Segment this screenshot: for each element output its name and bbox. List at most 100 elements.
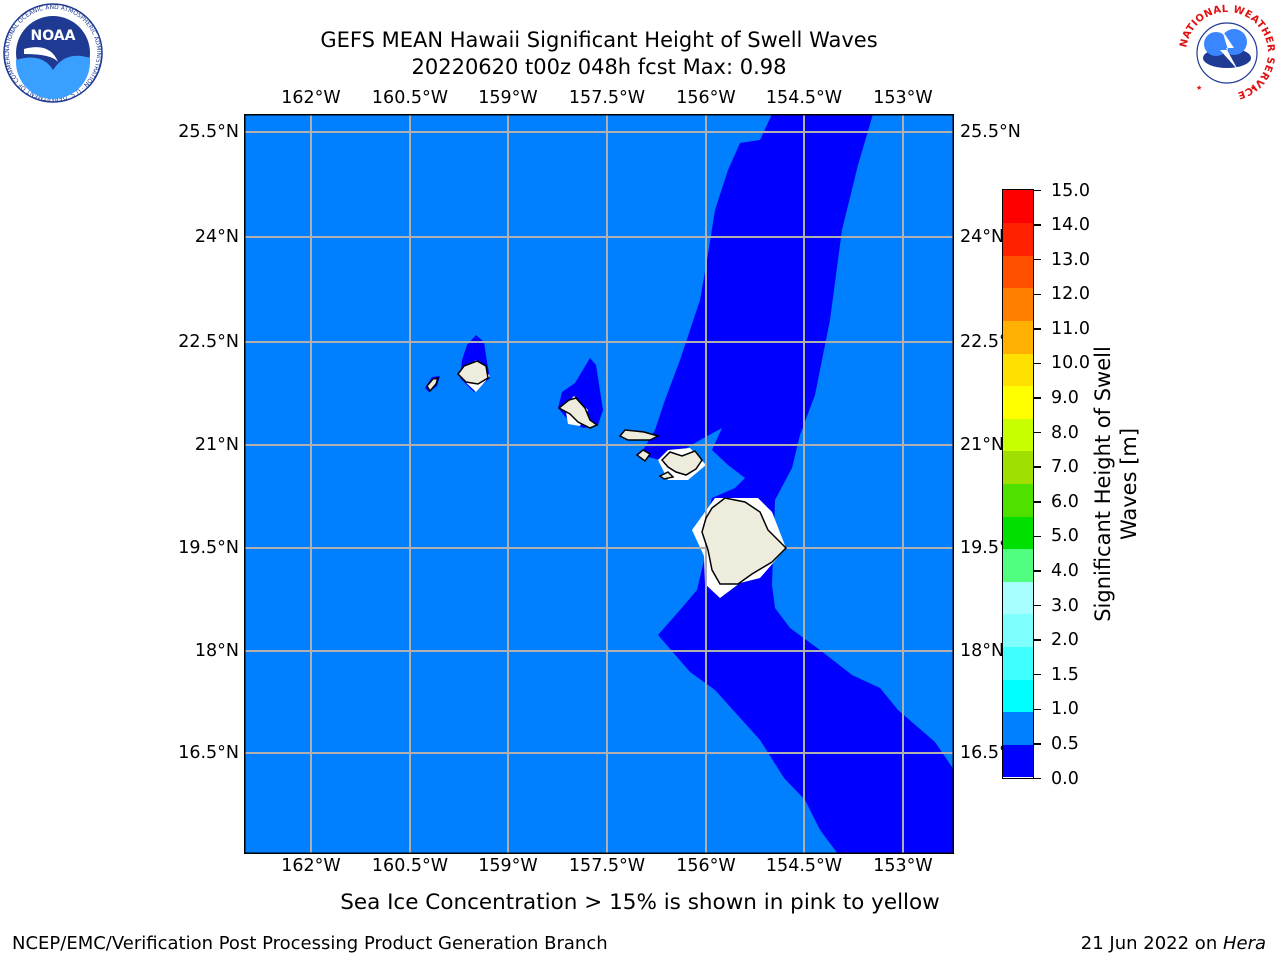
colorbar-segment (1003, 320, 1033, 354)
colorbar-label: Significant Height of Swell Waves [m] (1090, 346, 1142, 622)
island-hawaii (701, 497, 788, 585)
colorbar-tick-label: 15.0 (1051, 180, 1090, 201)
footer-credit: NCEP/EMC/Verification Post Processing Pr… (12, 933, 608, 954)
colorbar-tick-label: 8.0 (1051, 422, 1079, 443)
colorbar-tick (1034, 639, 1041, 641)
colorbar-tick (1034, 743, 1041, 745)
colorbar-segment (1003, 353, 1033, 387)
colorbar-tick (1034, 535, 1041, 538)
colorbar-tick (1034, 328, 1041, 330)
colorbar-tick-label: 7.0 (1051, 457, 1079, 478)
colorbar-segment (1003, 483, 1033, 517)
noaa-logo: NATIONAL OCEANIC AND ATMOSPHERIC ADMINIS… (2, 2, 103, 103)
top-lon-label: 159°W (478, 88, 538, 108)
colorbar-tick-label: 5.0 (1051, 526, 1079, 547)
colorbar-tick-label: 9.0 (1051, 388, 1079, 409)
colorbar-segment (1003, 190, 1033, 224)
colorbar-tick-label: 12.0 (1051, 284, 1090, 305)
nws-logo: NATIONAL WEATHER SERVICE ★ ★ (1178, 4, 1276, 102)
colorbar (1002, 189, 1034, 779)
colorbar-tick (1034, 258, 1041, 261)
left-lat-label: 24°N (194, 227, 239, 247)
svg-text:★: ★ (1250, 84, 1256, 92)
island-kauai (457, 360, 489, 385)
island-kahoolawe (658, 471, 675, 480)
footer-date: 21 Jun 2022 on Hera (1081, 933, 1266, 954)
top-lon-label: 154.5°W (765, 88, 843, 108)
bottom-lon-label: 154.5°W (765, 856, 843, 876)
colorbar-segment (1003, 255, 1033, 289)
colorbar-tick-label: 10.0 (1051, 353, 1090, 374)
colorbar-tick-label: 0.5 (1051, 733, 1079, 754)
colorbar-segment (1003, 418, 1033, 452)
colorbar-segment (1003, 581, 1033, 615)
colorbar-segment (1003, 548, 1033, 582)
colorbar-segment (1003, 711, 1033, 745)
svg-text:★: ★ (1196, 84, 1202, 92)
colorbar-tick (1034, 362, 1041, 365)
colorbar-tick (1034, 570, 1041, 572)
colorbar-tick (1034, 224, 1041, 226)
colorbar-tick (1034, 708, 1041, 711)
island-maui (660, 450, 703, 476)
sea-ice-footnote: Sea Ice Concentration > 15% is shown in … (340, 890, 940, 915)
colorbar-tick-label: 13.0 (1051, 249, 1090, 270)
colorbar-tick-label: 4.0 (1051, 560, 1079, 581)
colorbar-tick (1034, 673, 1041, 676)
left-lat-label: 21°N (194, 435, 239, 455)
colorbar-tick-label: 2.0 (1051, 630, 1079, 651)
right-lat-label: 21°N (960, 435, 1005, 455)
colorbar-label-line2: Waves [m] (1117, 427, 1141, 541)
low-swell-band (640, 114, 954, 854)
top-lon-label: 156°W (676, 88, 736, 108)
colorbar-tick (1034, 189, 1041, 192)
colorbar-tick (1034, 397, 1041, 399)
colorbar-tick-label: 0.0 (1051, 768, 1079, 789)
right-lat-label: 18°N (960, 641, 1005, 661)
top-lon-label: 153°W (873, 88, 933, 108)
colorbar-segment (1003, 222, 1033, 256)
graticule (244, 114, 954, 854)
colorbar-tick (1034, 604, 1041, 607)
map-svg (244, 114, 954, 854)
colorbar-tick-label: 6.0 (1051, 491, 1079, 512)
chart-title: GEFS MEAN Hawaii Significant Height of S… (320, 28, 878, 52)
island-lanai (635, 449, 652, 463)
colorbar-tick (1034, 501, 1041, 503)
left-lat-label: 25.5°N (178, 122, 239, 142)
colorbar-tick (1034, 431, 1041, 434)
colorbar-tick (1034, 293, 1041, 295)
bottom-lon-label: 153°W (873, 856, 933, 876)
colorbar-segment (1003, 450, 1033, 484)
colorbar-tick-label: 1.5 (1051, 664, 1079, 685)
colorbar-tick-label: 11.0 (1051, 318, 1090, 339)
island-molokai (618, 429, 661, 441)
island-niihau (426, 377, 440, 393)
bottom-lon-label: 157.5°W (568, 856, 646, 876)
bottom-lon-label: 160.5°W (371, 856, 449, 876)
colorbar-segment (1003, 385, 1033, 419)
footer-date-text: 21 Jun 2022 on (1080, 933, 1223, 954)
top-lon-label: 157.5°W (568, 88, 646, 108)
colorbar-segment (1003, 679, 1033, 713)
bottom-lon-label: 156°W (676, 856, 736, 876)
colorbar-tick-label: 3.0 (1051, 595, 1079, 616)
colorbar-label-line1: Significant Height of Swell (1091, 346, 1115, 622)
colorbar-segment (1003, 287, 1033, 321)
noaa-logo-text: NOAA (31, 28, 76, 44)
footer-host: Hera (1222, 933, 1266, 954)
top-lon-label: 162°W (281, 88, 341, 108)
colorbar-tick-label: 1.0 (1051, 699, 1079, 720)
island-oahu (557, 397, 599, 429)
bottom-lon-label: 162°W (281, 856, 341, 876)
colorbar-tick (1034, 466, 1041, 468)
colorbar-tick (1034, 777, 1041, 780)
left-lat-label: 16.5°N (178, 743, 239, 763)
colorbar-tick-label: 14.0 (1051, 215, 1090, 236)
bottom-lon-label: 159°W (478, 856, 538, 876)
colorbar-segment (1003, 516, 1033, 550)
map-panel (244, 114, 954, 854)
colorbar-segment (1003, 744, 1033, 778)
right-lat-label: 24°N (960, 227, 1005, 247)
left-lat-label: 18°N (194, 641, 239, 661)
